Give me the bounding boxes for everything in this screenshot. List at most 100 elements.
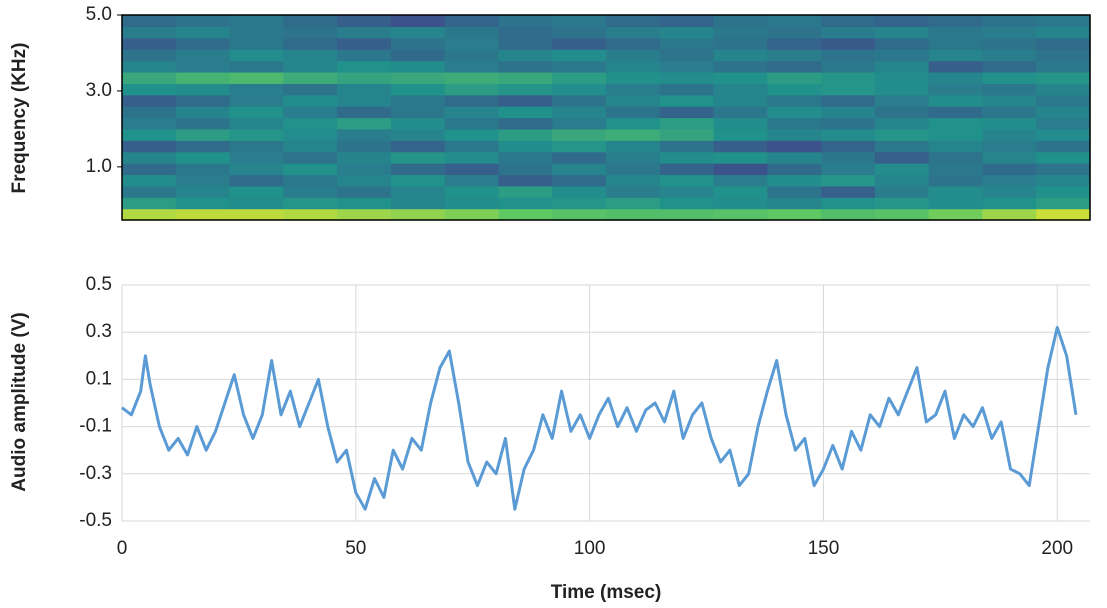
x-tick-label: 200	[1041, 538, 1073, 559]
heatmap-cell	[713, 106, 768, 119]
heatmap-cell	[552, 106, 607, 119]
heatmap-cell	[1036, 163, 1091, 176]
heatmap-cell	[498, 140, 553, 153]
heatmap-cell	[444, 117, 500, 130]
heatmap-cell	[337, 49, 392, 62]
heatmap-cell	[928, 37, 984, 50]
heatmap-cell	[552, 15, 607, 27]
heatmap-cell	[229, 94, 284, 107]
heatmap-cell	[337, 26, 392, 39]
x-axis-title: Time (msec)	[551, 582, 662, 603]
heatmap-cell	[821, 37, 876, 50]
heatmap-cell	[229, 37, 284, 50]
heatmap-cell	[498, 71, 553, 84]
heatmap-cell	[337, 60, 392, 73]
heatmap-cell	[874, 15, 930, 27]
heatmap-cell	[659, 174, 715, 187]
heatmap-cell	[283, 83, 338, 96]
heatmap-cell	[444, 15, 500, 27]
heatmap-cell	[122, 163, 177, 176]
heatmap-cell	[444, 174, 500, 187]
heatmap-cell	[444, 83, 500, 96]
heatmap-cell	[606, 83, 661, 96]
heatmap-cell	[390, 140, 446, 153]
heatmap-cell	[874, 174, 930, 187]
heatmap-cell	[767, 15, 822, 27]
heatmap-cell	[283, 128, 338, 141]
heatmap-cell	[1036, 60, 1091, 73]
heatmap-cell	[175, 60, 231, 73]
heatmap-cell	[283, 94, 338, 107]
heatmap-cell	[874, 185, 930, 198]
heatmap-cell	[498, 197, 553, 210]
heatmap-cell	[767, 208, 822, 221]
heatmap-cell	[713, 208, 768, 221]
heatmap-cell	[1036, 128, 1091, 141]
heatmap-cell	[606, 106, 661, 119]
heatmap-cell	[337, 163, 392, 176]
heatmap-cell	[1036, 117, 1091, 130]
heatmap-cell	[606, 163, 661, 176]
heatmap-cell	[283, 49, 338, 62]
heatmap-cell	[337, 71, 392, 84]
heatmap-cell	[337, 151, 392, 164]
heatmap-cell	[928, 15, 984, 27]
heatmap-cell	[874, 106, 930, 119]
y-tick-label: -0.1	[79, 416, 112, 437]
x-tick-label: 100	[574, 538, 606, 559]
heatmap-cell	[337, 140, 392, 153]
heatmap-cell	[821, 83, 876, 96]
heatmap-cell	[390, 26, 446, 39]
heatmap-cell	[229, 60, 284, 73]
heatmap-cell	[175, 49, 231, 62]
heatmap-cell	[1036, 71, 1091, 84]
heatmap-cell	[659, 94, 715, 107]
heatmap-cell	[874, 128, 930, 141]
heatmap-cell	[175, 128, 231, 141]
heatmap-cell	[229, 197, 284, 210]
heatmap-cell	[552, 94, 607, 107]
y-tick-label: 0.1	[86, 368, 112, 389]
heatmap-cell	[122, 128, 177, 141]
heatmap-cell	[175, 106, 231, 119]
heatmap-cell	[821, 208, 876, 221]
y-tick-label: -0.3	[79, 463, 112, 484]
heatmap-cell	[498, 49, 553, 62]
heatmap-cell	[337, 208, 392, 221]
heatmap-cell	[767, 94, 822, 107]
heatmap-cell	[821, 163, 876, 176]
heatmap-cell	[982, 185, 1037, 198]
heatmap-cell	[713, 26, 768, 39]
heatmap-cell	[229, 163, 284, 176]
signal-line	[121, 325, 1078, 511]
heatmap-cell	[982, 128, 1037, 141]
heatmap-cell	[874, 71, 930, 84]
heatmap-cell	[175, 71, 231, 84]
heatmap-cell	[1036, 140, 1091, 153]
heatmap-cell	[229, 208, 284, 221]
heatmap-cell	[606, 94, 661, 107]
heatmap-cell	[982, 151, 1037, 164]
heatmap-cell	[498, 163, 553, 176]
heatmap-cell	[337, 128, 392, 141]
heatmap-cell	[821, 117, 876, 130]
heatmap-cell	[175, 83, 231, 96]
heatmap-cell	[122, 106, 177, 119]
heatmap-cell	[767, 185, 822, 198]
heatmap-cell	[283, 106, 338, 119]
heatmap-cell	[982, 197, 1037, 210]
heatmap-cell	[713, 151, 768, 164]
heatmap-cell	[928, 151, 984, 164]
heatmap-cell	[229, 174, 284, 187]
heatmap-cell	[659, 37, 715, 50]
heatmap-cell	[928, 71, 984, 84]
heatmap-cell	[659, 208, 715, 221]
heatmap-cell	[821, 106, 876, 119]
heatmap-cell	[767, 128, 822, 141]
heatmap-cell	[1036, 197, 1091, 210]
heatmap-cell	[175, 140, 231, 153]
heatmap-cell	[659, 117, 715, 130]
heatmap-cell	[283, 15, 338, 27]
heatmap-cell	[444, 49, 500, 62]
heatmap-cell	[229, 83, 284, 96]
